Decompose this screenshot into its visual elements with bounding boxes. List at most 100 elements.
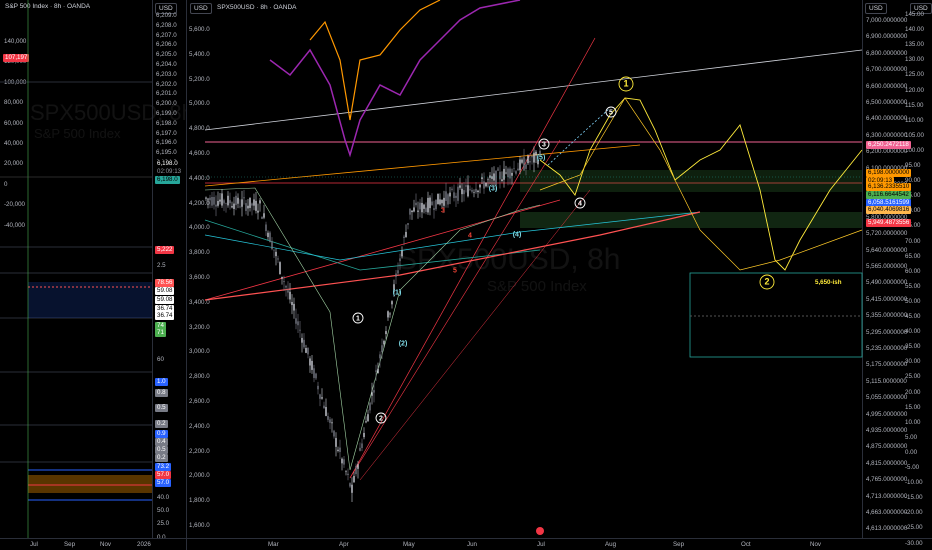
main-axis-currency-left[interactable]: USD: [190, 3, 212, 14]
candle-body: [293, 303, 295, 311]
left-axis-tick: -20,000: [4, 201, 25, 209]
candle-body: [525, 164, 527, 169]
rsi-band: [28, 282, 152, 318]
candle-body: [459, 185, 461, 188]
right-pct-tick: -15.00: [905, 494, 923, 502]
candle-body: [537, 159, 539, 165]
candle-body: [255, 200, 257, 211]
candle-body: [225, 203, 227, 205]
candle-body: [247, 205, 249, 209]
candle-body: [465, 185, 467, 187]
right-price-tick: 4,613.0000000: [866, 525, 908, 533]
indicator-label: 59.08: [155, 287, 175, 295]
support-zone: [520, 170, 862, 192]
candle-body: [411, 210, 413, 213]
candle-body: [313, 368, 315, 378]
candle-body: [409, 208, 411, 215]
right-price-tick: 5,235.0000000: [866, 345, 908, 352]
right-price-tick: 6,300.0000000: [866, 131, 908, 139]
moving-average: [204, 219, 541, 271]
main-mid-tick: 5,600.0: [189, 26, 210, 33]
main-chart-pane[interactable]: USD SPX500USD · 8h · OANDA USD USD SPX50…: [187, 0, 932, 550]
candle-body: [303, 339, 305, 348]
band-line: [204, 187, 541, 471]
candle-body: [435, 199, 437, 210]
projection-path: [539, 97, 863, 271]
left-price-tick: 6,195.0: [156, 149, 177, 157]
candle-body: [331, 422, 333, 424]
candle-body: [307, 347, 309, 355]
candle-body: [485, 182, 487, 187]
candle-body: [535, 151, 537, 156]
candle-body: [279, 262, 281, 275]
candle-body: [455, 195, 457, 198]
left-price-tick: 6,206.0: [156, 41, 177, 49]
candle-body: [231, 206, 233, 208]
left-axis-tick: -40,000: [4, 221, 25, 229]
candle-body: [341, 458, 343, 464]
right-pct-tick: 110.00: [905, 116, 924, 124]
main-mid-tick: 4,000.0: [189, 224, 210, 232]
candle-body: [527, 155, 529, 164]
projection-dotted: [547, 107, 611, 166]
wave-label: 3: [441, 207, 445, 214]
indicator-label: 0.2: [155, 420, 168, 428]
main-axis-currency-right-2[interactable]: USD: [910, 3, 932, 14]
candle-body: [407, 223, 409, 225]
candle-body: [275, 251, 277, 257]
candle-body: [405, 231, 407, 238]
indicator-label: 5,222: [155, 246, 175, 254]
candle-body: [487, 179, 489, 181]
candle-body: [529, 161, 531, 163]
left-price-tick: 6,197.0: [156, 129, 177, 137]
main-mid-tick: 3,000.0: [189, 348, 210, 356]
indicator-label: 0.0: [157, 534, 166, 541]
left-watermark-symbol: SPX500USD, 8h: [30, 100, 194, 125]
candle-body: [277, 258, 279, 260]
candle-body: [429, 197, 431, 209]
candle-body: [287, 290, 289, 293]
indicator-label: 36.74: [155, 312, 175, 320]
left-price-tick: 6,209.0: [156, 12, 177, 19]
wave-label: (2): [399, 340, 408, 347]
right-pct-tick: 10.00: [905, 418, 921, 426]
right-pct-tick: 85.00: [905, 192, 921, 200]
left-axis-tick: 20,000: [4, 160, 23, 168]
right-price-tick: 5,800.0000000: [866, 213, 908, 221]
indicator-label: 1.0: [155, 378, 168, 386]
candle-body: [449, 192, 451, 197]
candle-body: [451, 188, 453, 190]
candle-body: [217, 200, 219, 206]
indicator-label: 40.0: [157, 494, 170, 501]
wave-label-circle: [759, 274, 775, 290]
candle-body: [507, 168, 509, 178]
right-price-tick: 5,490.0000000: [866, 279, 908, 287]
left-time-tick: Nov: [100, 541, 112, 548]
main-time-tick: Jul: [537, 541, 545, 548]
candle-body: [219, 199, 221, 202]
right-price-tick: 6,500.0000000: [866, 99, 908, 106]
indicator-label: 59.08: [155, 296, 175, 304]
right-price-tick: 5,055.0000000: [866, 394, 908, 402]
right-pct-tick: 70.00: [905, 237, 921, 245]
main-time-tick: May: [403, 541, 415, 548]
left-price-tick: 6,208.0: [156, 21, 177, 29]
candle-body: [309, 358, 311, 366]
candle-body: [453, 192, 455, 198]
candle-body: [281, 276, 283, 279]
candle-body: [361, 443, 363, 449]
left-axis-tick: 60,000: [4, 119, 23, 127]
candle-body: [315, 373, 317, 379]
right-price-tick: 4,663.0000000: [866, 509, 908, 516]
left-chart-pane[interactable]: S&P 500 Index · 8h · OANDA USD USD SPX50…: [0, 0, 194, 550]
candle-body: [383, 340, 385, 345]
right-pct-tick: -20.00: [905, 509, 923, 517]
main-axis-currency-right-1[interactable]: USD: [865, 3, 887, 14]
left-time-tick: 2026: [137, 541, 151, 548]
indicator-label: 0.8: [155, 389, 168, 397]
left-price-tick: 6,196.0: [156, 139, 177, 147]
candle-body: [267, 232, 269, 238]
left-axis-currency[interactable]: USD: [155, 3, 177, 14]
main-mid-tick: 4,800.0: [189, 125, 210, 133]
